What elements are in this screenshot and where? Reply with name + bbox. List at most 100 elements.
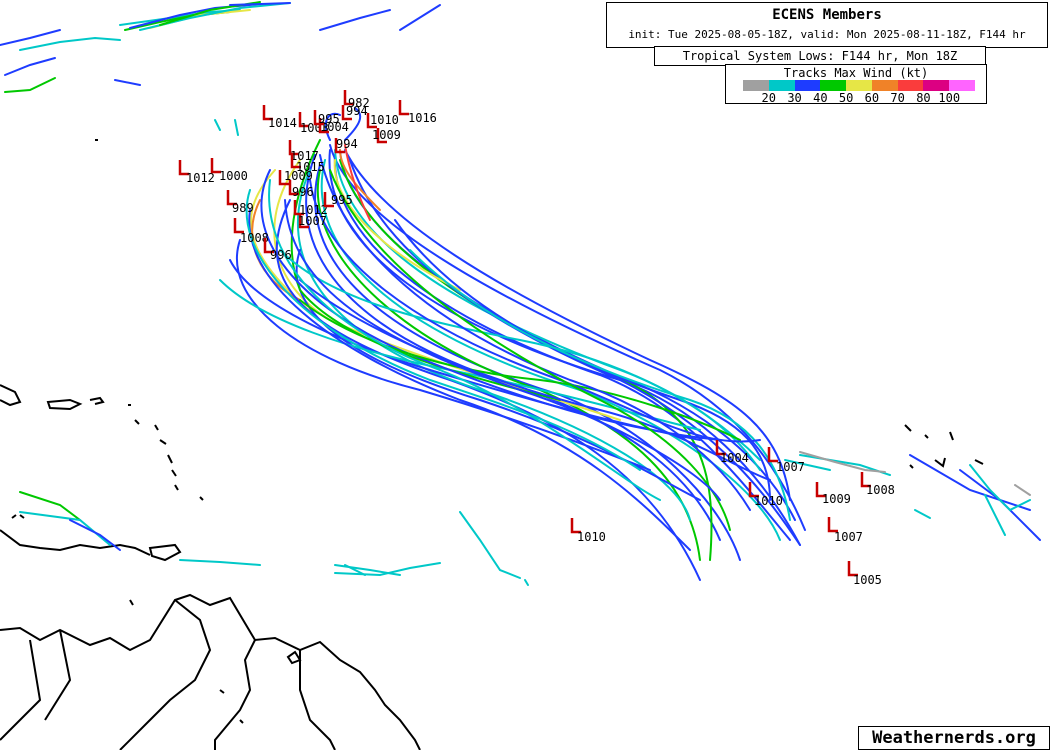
low-marker bbox=[298, 213, 309, 229]
track-line bbox=[19, 491, 81, 521]
low-marker bbox=[343, 90, 354, 106]
legend-swatch bbox=[768, 80, 795, 91]
trinidad-coast bbox=[148, 543, 182, 562]
track-line bbox=[248, 209, 691, 551]
credit-label: Weathernerds.org bbox=[858, 726, 1050, 750]
track-line bbox=[329, 169, 731, 531]
low-pressure-label: 995 bbox=[318, 112, 340, 126]
low-marker bbox=[376, 128, 387, 144]
track-line bbox=[319, 154, 751, 511]
puerto-rico-coast bbox=[46, 398, 83, 411]
low-pressure-label: 1009 bbox=[822, 492, 851, 506]
low-marker bbox=[827, 517, 838, 533]
low-pressure-label: 1010 bbox=[370, 113, 399, 127]
low-pressure-label: 1015 bbox=[296, 160, 325, 174]
track-line bbox=[333, 154, 791, 541]
track-line bbox=[344, 149, 791, 501]
track-line bbox=[234, 119, 239, 136]
legend-tick-label: 80 bbox=[916, 91, 931, 105]
low-pressure-label: 1010 bbox=[754, 494, 783, 508]
low-marker bbox=[290, 153, 301, 169]
low-pressure-label: 1017 bbox=[290, 149, 319, 163]
low-pressure-label: 1009 bbox=[284, 169, 313, 183]
track-line bbox=[333, 159, 461, 291]
legend-tick-label: 100 bbox=[938, 91, 961, 105]
low-pressure-label: 989 bbox=[232, 201, 254, 215]
track-line bbox=[334, 149, 761, 471]
low-pressure-label: 1014 bbox=[268, 116, 297, 130]
small-islands bbox=[11, 139, 244, 724]
legend-tick-label: 60 bbox=[864, 91, 880, 105]
track-line bbox=[260, 169, 721, 441]
legend-swatch bbox=[923, 80, 950, 91]
virgin-islands bbox=[89, 396, 105, 405]
azores-islands bbox=[904, 424, 984, 469]
low-pressure-label: 1005 bbox=[853, 573, 882, 587]
legend-swatch bbox=[897, 80, 924, 91]
legend-swatch bbox=[846, 80, 872, 91]
low-pressure-label: 1008 bbox=[240, 231, 269, 245]
coastlines bbox=[0, 139, 984, 750]
low-pressure-label: 1012 bbox=[299, 203, 328, 217]
low-marker bbox=[178, 160, 189, 176]
track-line bbox=[399, 4, 441, 31]
low-marker bbox=[334, 138, 345, 154]
legend-swatch bbox=[743, 80, 769, 91]
low-marker bbox=[288, 180, 299, 196]
low-pressure-label: 995 bbox=[331, 193, 353, 207]
legend-tick-label: 20 bbox=[761, 91, 776, 105]
track-line bbox=[334, 562, 441, 577]
legend-swatch bbox=[949, 80, 976, 91]
track-line bbox=[268, 179, 661, 501]
track-line bbox=[229, 2, 291, 6]
low-pressure-label: 1007 bbox=[834, 530, 863, 544]
low-pressure-label: 1007 bbox=[776, 460, 805, 474]
track-line bbox=[349, 159, 801, 546]
track-line bbox=[344, 107, 362, 141]
track-line bbox=[4, 57, 56, 76]
track-line bbox=[344, 564, 366, 576]
hispaniola-coast bbox=[0, 384, 22, 407]
track-line bbox=[984, 494, 1006, 536]
low-pressure-label: 1010 bbox=[577, 530, 606, 544]
low-pressure-label: 1008 bbox=[866, 483, 895, 497]
map-subtitle: init: Tue 2025-08-05-18Z, valid: Mon 202… bbox=[628, 28, 1026, 41]
low-pressure-label: 1000 bbox=[219, 169, 248, 183]
track-line bbox=[290, 139, 561, 401]
track-line bbox=[19, 511, 111, 546]
low-marker bbox=[366, 113, 377, 129]
low-marker bbox=[226, 190, 237, 206]
guyana-border bbox=[214, 639, 256, 750]
low-marker bbox=[715, 440, 726, 456]
colombia-border bbox=[44, 629, 72, 721]
track-line bbox=[524, 579, 529, 586]
legend-tick-label: 40 bbox=[813, 91, 828, 105]
low-marker bbox=[278, 170, 289, 186]
track-line bbox=[394, 219, 771, 501]
low-pressure-label: 994 bbox=[346, 104, 368, 118]
interior-border bbox=[0, 639, 42, 741]
low-marker bbox=[263, 238, 274, 254]
south-america-coast bbox=[0, 593, 421, 750]
title-box: ECENS Members init: Tue 2025-08-05-18Z, … bbox=[606, 2, 1048, 48]
low-pressure-label: 1004 bbox=[720, 451, 749, 465]
ensemble-tracks bbox=[0, 1, 1041, 586]
track-line bbox=[19, 36, 121, 51]
low-marker bbox=[847, 561, 858, 577]
legend-swatch bbox=[794, 80, 821, 91]
subheader-box: Tropical System Lows: F144 hr, Mon 18Z bbox=[654, 46, 986, 66]
track-line bbox=[4, 77, 56, 93]
low-marker bbox=[298, 112, 309, 128]
legend-tick-label: 50 bbox=[838, 91, 854, 105]
legend-swatch bbox=[871, 80, 898, 91]
low-pressure-label: 982 bbox=[348, 96, 370, 110]
track-line bbox=[299, 299, 741, 441]
low-pressure-label: 1012 bbox=[186, 171, 215, 185]
track-line bbox=[344, 144, 371, 221]
low-marker bbox=[323, 192, 334, 208]
track-line bbox=[179, 559, 261, 566]
legend-tick-label: 70 bbox=[890, 91, 905, 105]
suriname-border bbox=[299, 650, 336, 750]
